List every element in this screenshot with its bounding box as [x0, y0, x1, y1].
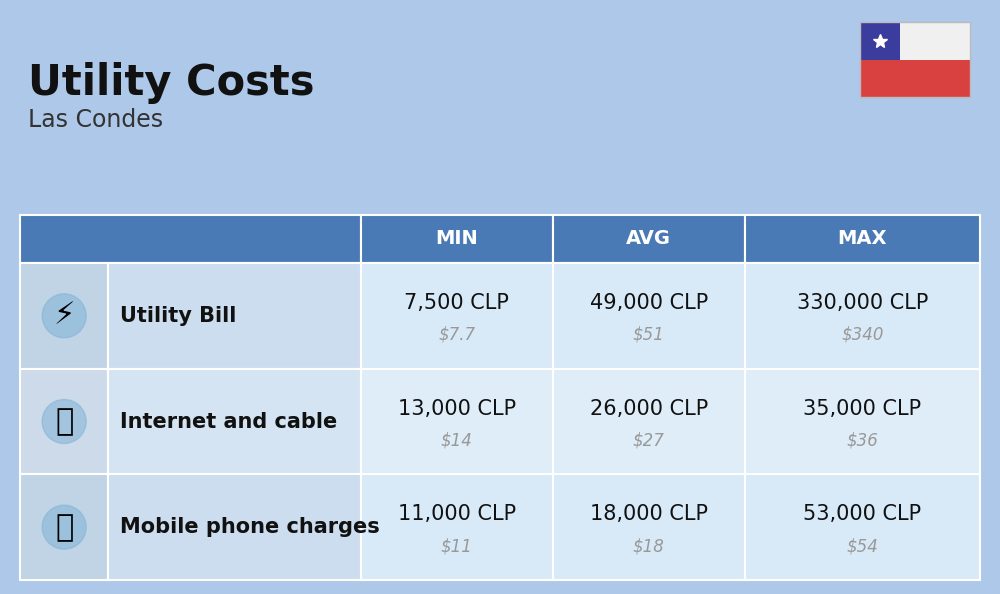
Bar: [108, 475, 361, 580]
Circle shape: [42, 294, 86, 338]
Bar: [745, 263, 980, 369]
Bar: [20, 475, 108, 580]
Text: MAX: MAX: [838, 229, 887, 248]
Text: 18,000 CLP: 18,000 CLP: [590, 504, 708, 525]
Text: ⚡: ⚡: [53, 301, 75, 330]
Text: Utility Bill: Utility Bill: [120, 306, 237, 326]
Text: 53,000 CLP: 53,000 CLP: [803, 504, 921, 525]
Text: 35,000 CLP: 35,000 CLP: [803, 399, 921, 419]
Bar: [361, 263, 553, 369]
Text: $7.7: $7.7: [438, 326, 475, 344]
Text: $11: $11: [441, 537, 473, 555]
Bar: [745, 369, 980, 475]
Text: $14: $14: [441, 431, 473, 450]
Text: $51: $51: [633, 326, 665, 344]
Bar: [745, 215, 980, 263]
Text: $54: $54: [846, 537, 878, 555]
Bar: [553, 215, 745, 263]
Text: 330,000 CLP: 330,000 CLP: [797, 293, 928, 313]
Bar: [553, 369, 745, 475]
Text: 11,000 CLP: 11,000 CLP: [398, 504, 516, 525]
Text: $36: $36: [846, 431, 878, 450]
Bar: [20, 263, 108, 369]
Bar: [860, 59, 970, 97]
Text: Las Condes: Las Condes: [28, 108, 163, 132]
Text: $27: $27: [633, 431, 665, 450]
Circle shape: [42, 505, 86, 549]
Bar: [860, 22, 970, 97]
Text: 7,500 CLP: 7,500 CLP: [404, 293, 509, 313]
Text: 26,000 CLP: 26,000 CLP: [590, 399, 708, 419]
Text: 📱: 📱: [55, 513, 73, 542]
Bar: [108, 369, 361, 475]
Text: 49,000 CLP: 49,000 CLP: [590, 293, 708, 313]
Bar: [361, 215, 553, 263]
Bar: [745, 475, 980, 580]
Text: Utility Costs: Utility Costs: [28, 62, 314, 104]
Circle shape: [42, 400, 86, 444]
Text: Internet and cable: Internet and cable: [120, 412, 338, 431]
Bar: [553, 263, 745, 369]
Bar: [361, 475, 553, 580]
Bar: [860, 22, 900, 59]
Bar: [860, 22, 970, 59]
Text: AVG: AVG: [626, 229, 671, 248]
Text: $18: $18: [633, 537, 665, 555]
Text: 13,000 CLP: 13,000 CLP: [398, 399, 516, 419]
Bar: [20, 369, 108, 475]
Text: Mobile phone charges: Mobile phone charges: [120, 517, 380, 537]
Text: $340: $340: [841, 326, 884, 344]
Text: 📶: 📶: [55, 407, 73, 436]
Text: MIN: MIN: [435, 229, 478, 248]
Bar: [20, 215, 361, 263]
Bar: [108, 263, 361, 369]
Bar: [553, 475, 745, 580]
Bar: [361, 369, 553, 475]
